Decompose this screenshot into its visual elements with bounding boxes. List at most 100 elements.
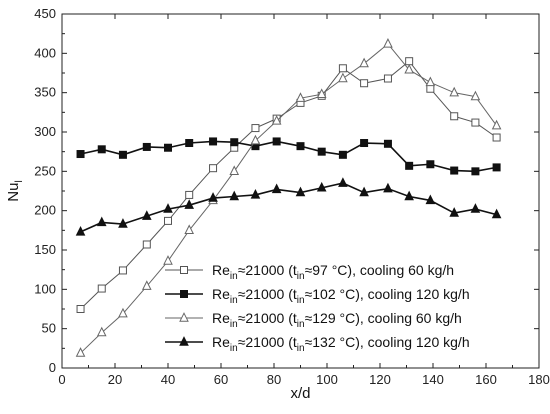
data-point bbox=[338, 177, 348, 187]
legend-marker bbox=[180, 290, 188, 298]
data-point bbox=[491, 208, 502, 219]
y-tick-label: 50 bbox=[42, 321, 56, 336]
y-tick-label: 250 bbox=[34, 163, 56, 178]
x-tick-label: 160 bbox=[475, 372, 497, 387]
data-point bbox=[271, 115, 282, 125]
data-point bbox=[184, 199, 195, 209]
data-point bbox=[229, 165, 240, 176]
data-point bbox=[425, 76, 436, 87]
data-point bbox=[426, 160, 435, 169]
x-tick-label: 100 bbox=[316, 372, 338, 387]
data-point bbox=[450, 166, 459, 175]
data-point bbox=[450, 112, 459, 121]
data-point bbox=[316, 88, 327, 98]
data-point bbox=[383, 74, 392, 83]
y-tick-label: 200 bbox=[34, 203, 56, 218]
series-4 bbox=[75, 177, 502, 236]
data-point bbox=[471, 118, 480, 127]
data-point bbox=[230, 138, 239, 147]
data-point bbox=[142, 142, 151, 151]
data-point bbox=[163, 203, 173, 213]
data-point bbox=[383, 182, 393, 193]
x-tick-label: 120 bbox=[369, 372, 391, 387]
data-point bbox=[425, 194, 436, 205]
data-point bbox=[338, 72, 348, 83]
data-point bbox=[491, 119, 502, 130]
data-point bbox=[76, 150, 85, 159]
data-point bbox=[470, 90, 481, 101]
legend-entry: Rein≈21000 (tin≈132 °C), cooling 120 kg/… bbox=[212, 334, 470, 354]
x-tick-label: 40 bbox=[161, 372, 175, 387]
data-point bbox=[449, 207, 460, 217]
data-point bbox=[251, 124, 260, 133]
data-point bbox=[250, 134, 261, 145]
x-tick-label: 180 bbox=[528, 372, 550, 387]
data-point bbox=[271, 183, 282, 194]
data-point bbox=[338, 64, 347, 73]
y-tick-label: 450 bbox=[34, 6, 56, 21]
x-axis-title: x/d bbox=[290, 385, 310, 402]
data-point bbox=[426, 84, 435, 93]
data-point bbox=[209, 137, 218, 146]
data-point bbox=[97, 145, 106, 154]
y-tick-label: 300 bbox=[34, 124, 56, 139]
data-point bbox=[118, 266, 127, 275]
data-point bbox=[316, 181, 327, 192]
data-point bbox=[405, 57, 414, 66]
data-point bbox=[142, 240, 151, 249]
legend-marker bbox=[179, 312, 189, 322]
data-point bbox=[163, 255, 173, 265]
data-point bbox=[449, 86, 460, 97]
data-point bbox=[250, 189, 261, 199]
y-tick-label: 100 bbox=[34, 281, 56, 296]
y-axis-title: Nul bbox=[5, 180, 25, 201]
data-point bbox=[141, 280, 152, 290]
series-3-line bbox=[80, 43, 498, 354]
x-tick-label: 20 bbox=[108, 372, 122, 387]
data-point bbox=[76, 305, 85, 313]
data-point bbox=[360, 139, 369, 148]
data-point bbox=[360, 79, 369, 88]
data-point bbox=[295, 186, 306, 197]
data-point bbox=[229, 190, 240, 201]
data-point bbox=[404, 190, 414, 201]
data-point bbox=[492, 133, 501, 142]
data-point bbox=[404, 63, 414, 74]
data-point bbox=[359, 57, 369, 68]
data-point bbox=[471, 167, 480, 176]
data-point bbox=[209, 164, 218, 173]
data-point bbox=[295, 92, 306, 102]
data-point bbox=[359, 186, 369, 197]
data-point bbox=[208, 192, 218, 202]
legend-marker bbox=[180, 266, 188, 274]
series-4-line bbox=[80, 182, 497, 233]
data-point bbox=[164, 216, 172, 225]
data-point bbox=[405, 161, 414, 170]
legend: Rein≈21000 (tin≈97 °C), cooling 60 kg/h R… bbox=[165, 262, 470, 354]
data-point bbox=[97, 284, 106, 293]
data-point bbox=[338, 150, 347, 159]
legend-entry: Rein≈21000 (tin≈129 °C), cooling 60 kg/h bbox=[212, 310, 462, 330]
y-tick-label: 150 bbox=[34, 242, 56, 257]
data-point bbox=[184, 224, 195, 235]
data-point bbox=[96, 326, 107, 337]
data-point bbox=[185, 190, 194, 199]
data-point bbox=[185, 139, 194, 148]
x-tick-label: 140 bbox=[422, 372, 444, 387]
data-point bbox=[383, 37, 393, 48]
data-point bbox=[317, 147, 326, 156]
y-tick-label: 400 bbox=[34, 45, 56, 60]
legend-marker bbox=[179, 336, 189, 346]
y-tick-label: 0 bbox=[49, 360, 56, 375]
x-tick-label: 0 bbox=[58, 372, 65, 387]
data-point bbox=[141, 210, 152, 220]
data-point bbox=[492, 163, 501, 172]
series-2 bbox=[76, 137, 501, 176]
data-point bbox=[296, 142, 305, 151]
data-point bbox=[164, 143, 172, 152]
data-point bbox=[272, 137, 281, 146]
data-point bbox=[383, 139, 392, 148]
data-point bbox=[118, 150, 127, 159]
data-point bbox=[96, 216, 107, 227]
